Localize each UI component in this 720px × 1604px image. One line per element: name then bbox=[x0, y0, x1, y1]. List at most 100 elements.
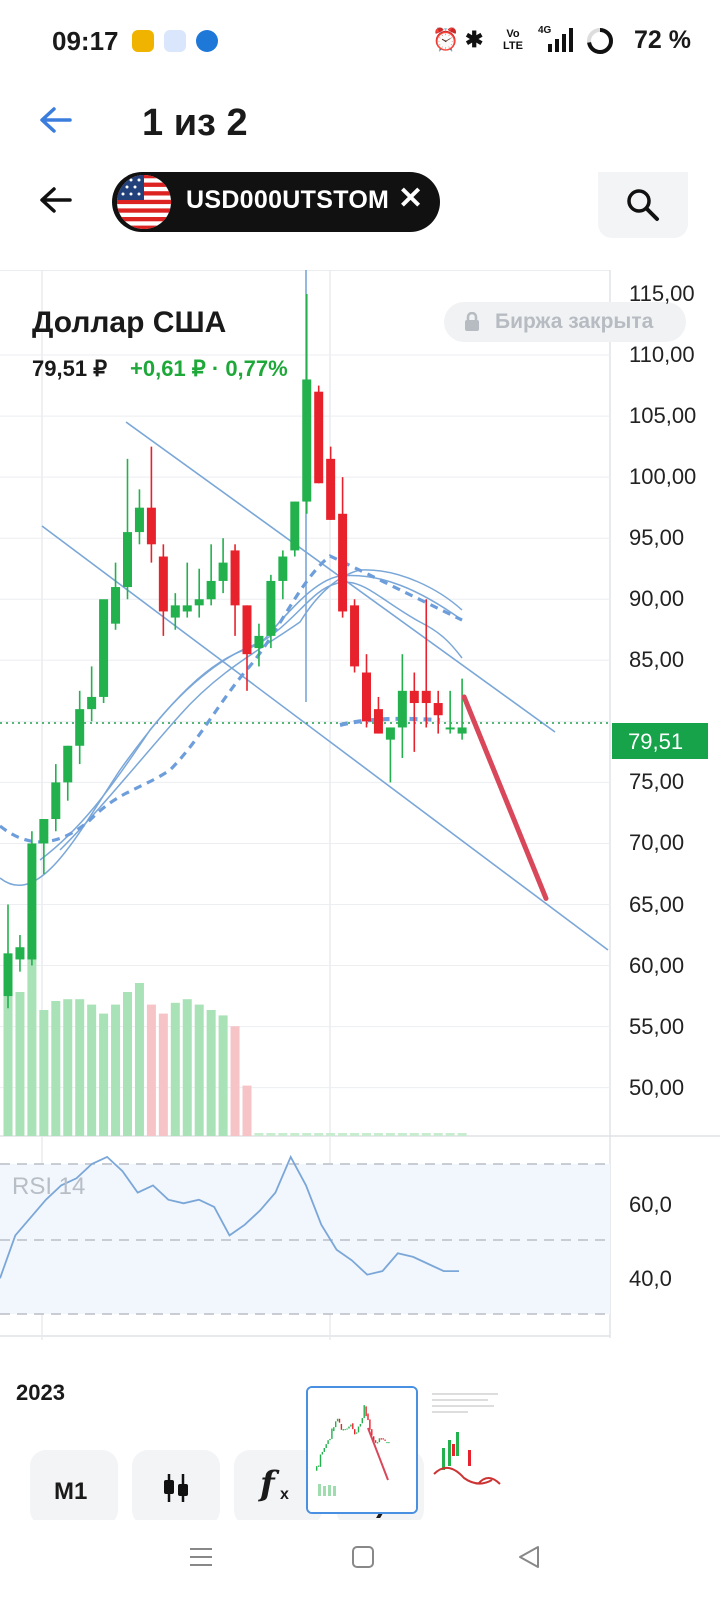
thumbnail-candle bbox=[388, 1442, 390, 1444]
exchange-status-text: Биржа закрыта bbox=[495, 310, 654, 333]
search-button[interactable] bbox=[598, 172, 688, 238]
candle-body bbox=[63, 745, 73, 783]
current-price: 79,51 ₽ bbox=[32, 356, 108, 381]
candle-body bbox=[15, 947, 25, 960]
price-axis-label: 65,00 bbox=[629, 891, 685, 917]
volume-bar bbox=[230, 1026, 240, 1136]
thumbnail-candle bbox=[363, 1405, 365, 1419]
volume-bar bbox=[254, 1133, 264, 1136]
search-icon bbox=[627, 189, 659, 221]
volume-bar bbox=[27, 956, 37, 1136]
candle-body bbox=[362, 672, 371, 722]
thumbnail-candle bbox=[376, 1442, 379, 1444]
thumbnail-candle bbox=[348, 1426, 350, 1429]
ticker-chip[interactable] bbox=[112, 172, 440, 232]
signal-icon bbox=[548, 28, 573, 52]
back-arrow-icon[interactable] bbox=[36, 180, 76, 220]
volume-bar bbox=[51, 1001, 61, 1136]
price-chart[interactable] bbox=[0, 270, 720, 1350]
battery-percentage: 72 % bbox=[634, 26, 691, 54]
asset-name: Доллар США bbox=[32, 306, 227, 339]
volume-bar bbox=[278, 1133, 288, 1136]
volume-bar bbox=[158, 1013, 168, 1136]
volte-icon: Vo LTE bbox=[503, 28, 523, 52]
candle-body bbox=[350, 605, 360, 667]
thumbnail-1[interactable] bbox=[306, 1386, 418, 1514]
volume-bar bbox=[338, 1133, 348, 1136]
interval-button[interactable] bbox=[30, 1450, 118, 1526]
candle-body bbox=[409, 690, 419, 704]
viewer-title: 1 из 2 bbox=[142, 102, 248, 144]
candles-icon bbox=[164, 1474, 188, 1502]
thumbnail-candle bbox=[371, 1429, 373, 1436]
moving-average-dashed-recent bbox=[339, 716, 441, 727]
volume-bar bbox=[39, 1010, 49, 1136]
function-x-icon: x bbox=[280, 1486, 289, 1503]
volume-bar bbox=[63, 999, 73, 1136]
candle-body bbox=[242, 605, 252, 655]
volume-bar bbox=[445, 1133, 455, 1136]
lock-icon bbox=[465, 312, 479, 331]
ticker-symbol: USD000UTSTOM bbox=[186, 186, 390, 214]
recent-apps-icon[interactable] bbox=[188, 1544, 214, 1570]
volume-bar bbox=[87, 1004, 97, 1136]
candle-body bbox=[51, 782, 61, 820]
price-axis-label: 95,00 bbox=[629, 525, 685, 551]
moving-average-3 bbox=[59, 569, 463, 851]
us-flag-icon bbox=[117, 175, 171, 229]
candle-body bbox=[123, 532, 132, 588]
rsi-line bbox=[0, 1154, 459, 1279]
forecast-arrow-line bbox=[461, 694, 549, 901]
thumbnail-candle bbox=[354, 1429, 356, 1435]
volume-bar bbox=[15, 992, 25, 1136]
time-axis-year: 2023 bbox=[16, 1380, 65, 1405]
volume-bar bbox=[99, 1013, 109, 1136]
candle-body bbox=[373, 709, 383, 734]
status-time: 09:17 bbox=[52, 26, 119, 56]
volume-bar bbox=[302, 1133, 312, 1136]
candle-body bbox=[397, 690, 407, 728]
bluetooth-icon: ✱ bbox=[465, 27, 484, 52]
home-icon[interactable] bbox=[350, 1544, 376, 1570]
chart-type-button[interactable] bbox=[132, 1450, 220, 1526]
rsi-band bbox=[0, 1164, 610, 1314]
current-price-tag-label: 79,51 bbox=[628, 729, 684, 754]
close-icon[interactable]: ✕ bbox=[398, 182, 424, 215]
volume-bar bbox=[457, 1133, 467, 1136]
thumbnail-candle bbox=[316, 1466, 318, 1471]
price-axis-label: 115,00 bbox=[629, 281, 695, 306]
volume-bar bbox=[75, 999, 85, 1136]
thumbnail-candle bbox=[329, 1438, 331, 1441]
viewer-back-arrow-icon[interactable] bbox=[36, 100, 76, 140]
candle-body bbox=[445, 727, 455, 730]
thumbnail-candle bbox=[374, 1440, 377, 1443]
exchange-status-badge bbox=[444, 302, 686, 342]
volume-bar bbox=[242, 1085, 252, 1136]
candle-body bbox=[170, 605, 180, 618]
candle-body bbox=[27, 843, 37, 960]
candle-body bbox=[99, 599, 109, 697]
battery-icon bbox=[587, 28, 613, 54]
volume-bar bbox=[385, 1133, 395, 1136]
price-axis-label: 90,00 bbox=[629, 586, 685, 612]
back-icon[interactable] bbox=[516, 1544, 542, 1570]
volume-bar bbox=[123, 992, 132, 1136]
candle-body bbox=[111, 587, 121, 624]
app-notification-icon bbox=[132, 30, 154, 52]
candle-body bbox=[194, 599, 204, 606]
candle-body bbox=[206, 580, 216, 600]
volume-bar bbox=[433, 1133, 443, 1136]
umbrella-notification-icon bbox=[164, 30, 186, 52]
price-axis-label: 85,00 bbox=[629, 647, 685, 673]
system-nav-bar bbox=[0, 1520, 720, 1604]
price-axis-label: 55,00 bbox=[629, 1013, 685, 1039]
candle-body bbox=[266, 580, 276, 636]
candle-body bbox=[302, 379, 312, 502]
candle-body bbox=[254, 635, 264, 649]
thumbnail-2[interactable] bbox=[428, 1388, 524, 1508]
volume-bar bbox=[350, 1133, 360, 1136]
volume-bar bbox=[266, 1133, 276, 1136]
candle-body bbox=[75, 709, 85, 746]
volume-bar bbox=[409, 1133, 419, 1136]
candle-body bbox=[290, 501, 300, 551]
